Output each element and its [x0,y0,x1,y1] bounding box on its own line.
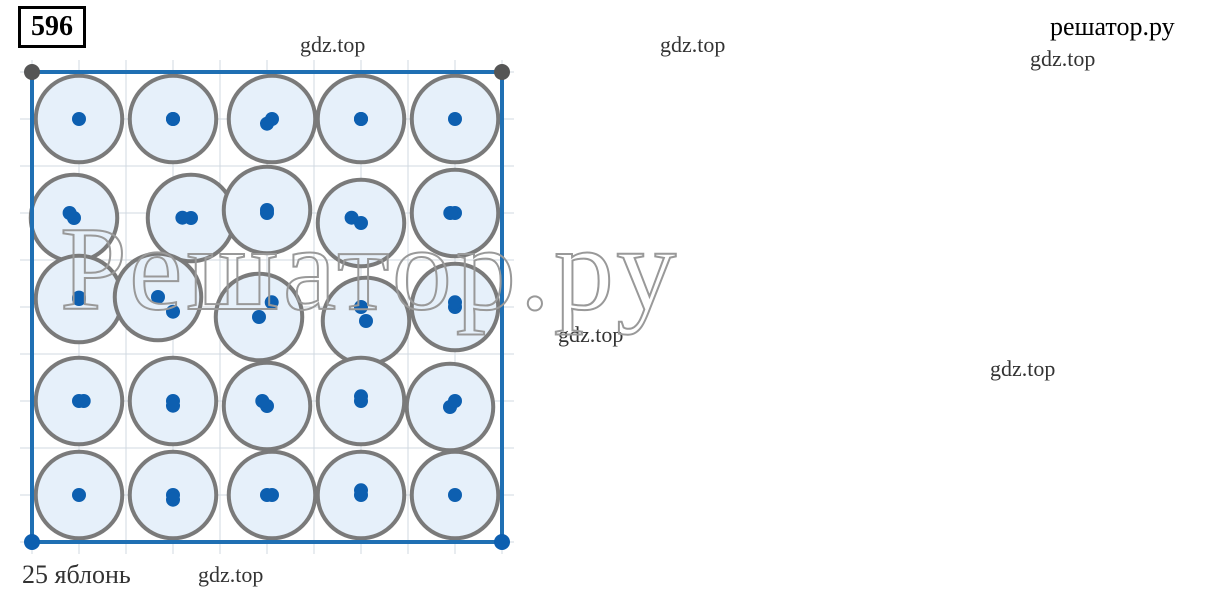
top-right-site-label: решатор.ру [1050,12,1175,42]
watermark-label: gdz.top [1030,46,1095,72]
watermark-label: gdz.top [198,562,263,588]
watermark-label: gdz.top [660,32,725,58]
problem-number: 596 [18,6,86,48]
watermark-label: gdz.top [300,32,365,58]
watermark-label: gdz.top [558,322,623,348]
diagram-svg [20,60,514,554]
answer-text: 25 яблонь [22,560,131,590]
watermark-label: gdz.top [990,356,1055,382]
circle-packing-diagram [20,60,514,559]
